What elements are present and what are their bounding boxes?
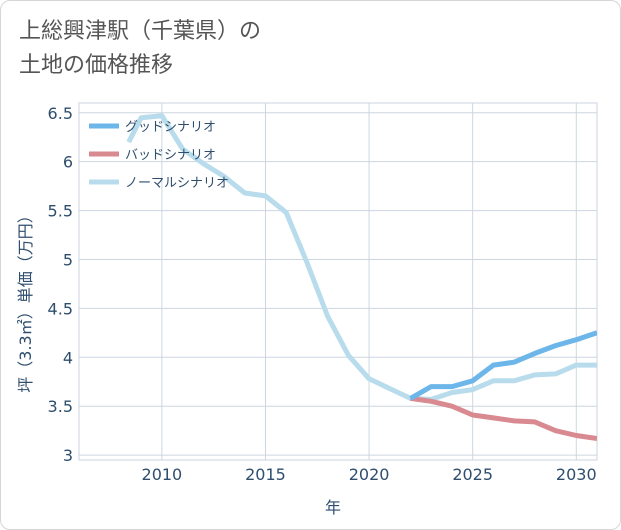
y-tick-label: 4.5 xyxy=(48,299,73,318)
chart-title-line-2: 土地の価格推移 xyxy=(19,53,174,78)
y-tick-label: 6 xyxy=(63,153,73,172)
legend-label-2: ノーマルシナリオ xyxy=(125,176,229,191)
axis-tick-labels: 2010 2015 2020 2025 2030 3 3.5 4 4.5 5 5.5 6 6.5 xyxy=(48,104,597,484)
x-tick-label: 2010 xyxy=(142,465,183,484)
chart-title: 上総興津駅（千葉県）の 土地の価格推移 xyxy=(19,15,261,83)
y-tick-label: 3 xyxy=(63,446,73,465)
y-tick-label: 4 xyxy=(63,348,73,367)
series-lines xyxy=(126,113,597,441)
legend-label-0: グッドシナリオ xyxy=(125,120,216,135)
y-axis-label: 坪（3.3㎡）単価（万円） xyxy=(16,207,35,392)
chart-title-line-1: 上総興津駅（千葉県）の xyxy=(19,19,262,44)
series-line-1 xyxy=(410,395,597,441)
x-tick-label: 2025 xyxy=(452,465,493,484)
x-axis-label: 年 xyxy=(325,498,341,517)
grid-lines xyxy=(78,102,598,461)
y-tick-label: 6.5 xyxy=(48,104,73,123)
y-tick-label: 5 xyxy=(63,250,73,269)
x-tick-label: 2020 xyxy=(349,465,390,484)
x-tick-label: 2015 xyxy=(245,465,286,484)
plot-frame xyxy=(78,102,598,461)
x-tick-label: 2030 xyxy=(556,465,597,484)
series-line-0 xyxy=(409,330,597,401)
y-tick-label: 3.5 xyxy=(48,397,73,416)
series-line-2 xyxy=(126,113,597,402)
legend-label-1: バッドシナリオ xyxy=(125,148,216,163)
y-tick-label: 5.5 xyxy=(48,202,73,221)
